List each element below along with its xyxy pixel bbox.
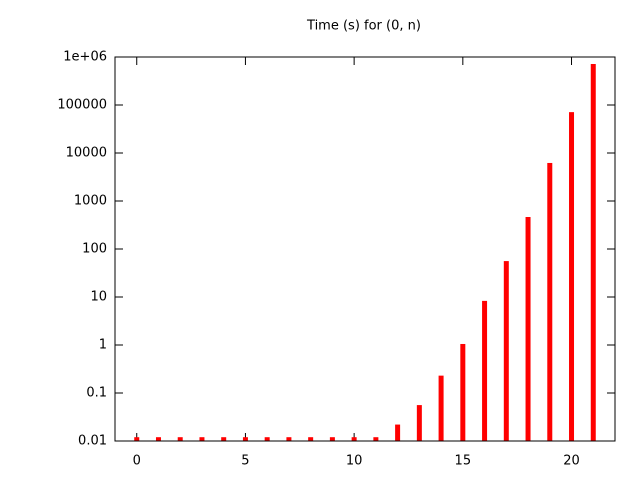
y-tick-label: 1e+06	[63, 50, 107, 65]
bar	[242, 437, 248, 441]
bar	[221, 437, 227, 441]
y-tick-label: 1	[99, 338, 107, 353]
y-tick-label: 10000	[66, 146, 107, 161]
y-tick-label: 100	[82, 242, 107, 257]
y-tick-label: 0.1	[86, 386, 107, 401]
x-tick-label: 5	[241, 454, 249, 469]
bar	[460, 343, 466, 441]
bar	[395, 424, 401, 441]
bar	[590, 63, 596, 441]
bar	[547, 162, 553, 441]
bar	[438, 375, 444, 441]
x-tick-label: 20	[563, 454, 580, 469]
x-tick-label: 0	[133, 454, 141, 469]
bar	[373, 437, 379, 441]
bar	[199, 437, 205, 441]
bar	[569, 112, 575, 442]
y-tick-label: 100000	[57, 98, 107, 113]
bar	[177, 437, 183, 441]
bar	[134, 437, 140, 441]
bar	[155, 437, 161, 441]
x-tick-label: 10	[346, 454, 363, 469]
bar	[503, 261, 509, 441]
y-tick-label: 10	[90, 290, 107, 305]
bar	[482, 300, 488, 441]
bar	[329, 437, 335, 441]
bar	[351, 437, 357, 441]
y-tick-label: 0.01	[78, 434, 107, 449]
bar	[264, 437, 270, 441]
x-tick-label: 15	[455, 454, 472, 469]
y-tick-label: 1000	[74, 194, 107, 209]
bar	[286, 437, 292, 441]
bar	[525, 217, 531, 441]
chart-title: Time (s) for (0, n)	[306, 19, 421, 34]
bar	[416, 405, 422, 441]
bar	[308, 437, 314, 441]
plot-border	[114, 56, 616, 442]
